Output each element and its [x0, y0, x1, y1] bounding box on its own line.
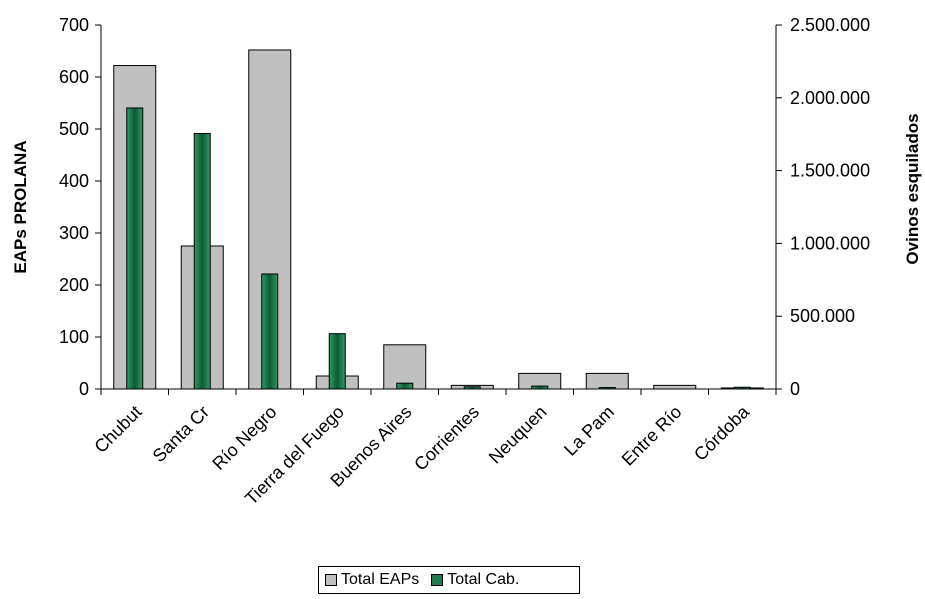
bar-total-eaps: [585, 372, 629, 390]
y-tick-label: 200: [59, 275, 89, 295]
y-tick-label: 100: [59, 327, 89, 347]
x-category-label: Chubut: [90, 402, 145, 457]
legend: Total EAPs Total Cab.: [318, 566, 580, 594]
y-tick-label: 300: [59, 223, 89, 243]
y2-tick-label: 2.500.000: [790, 15, 870, 35]
x-category-label: Córdoba: [690, 401, 754, 465]
y2-tick-label: 2.000.000: [790, 88, 870, 108]
legend-swatch-total-eaps: [325, 574, 337, 586]
y-tick-label: 500: [59, 119, 89, 139]
chart-area: 0 100 200 300 400 500 600 700 0 500.000 1.000.000 1…: [11, 15, 922, 509]
x-category-label: Río Negro: [208, 402, 280, 474]
bar-total-cab: [261, 273, 279, 390]
y2-tick-label: 1.500.000: [790, 161, 870, 181]
bar-total-eaps: [653, 384, 697, 390]
bar-total-cab: [193, 132, 211, 390]
x-category-label: La Pam: [560, 402, 618, 460]
y2-tick-label: 0: [790, 379, 800, 399]
bar-total-eaps: [248, 49, 292, 390]
y-axis-title: EAPs PROLANA: [11, 140, 30, 273]
y-tick-label: 700: [59, 15, 89, 35]
y-tick-label: 600: [59, 67, 89, 87]
legend-label-total-cab: Total Cab.: [447, 571, 520, 588]
bar-total-cab: [126, 107, 144, 390]
legend-swatch-total-cab: [431, 574, 444, 586]
x-category-label: Santa Cr: [149, 402, 213, 466]
legend-label-total-eaps: Total EAPs: [341, 571, 420, 588]
x-category-label: Neuquen: [485, 402, 551, 468]
y-tick-label: 0: [79, 379, 89, 399]
x-category-label: Entre Río: [618, 402, 686, 470]
x-category-label: Corrientes: [410, 402, 483, 475]
y-tick-label: 400: [59, 171, 89, 191]
y2-tick-label: 500.000: [790, 306, 855, 326]
legend-item-total-cab: Total Cab.: [431, 571, 519, 589]
bar-total-cab: [396, 382, 414, 390]
bar-total-cab: [328, 333, 346, 390]
y2-axis-title: Ovinos esquilados: [903, 113, 922, 264]
y2-tick-label: 1.000.000: [790, 233, 870, 253]
bar-total-eaps: [383, 344, 427, 390]
legend-item-total-eaps: Total EAPs: [325, 571, 419, 589]
